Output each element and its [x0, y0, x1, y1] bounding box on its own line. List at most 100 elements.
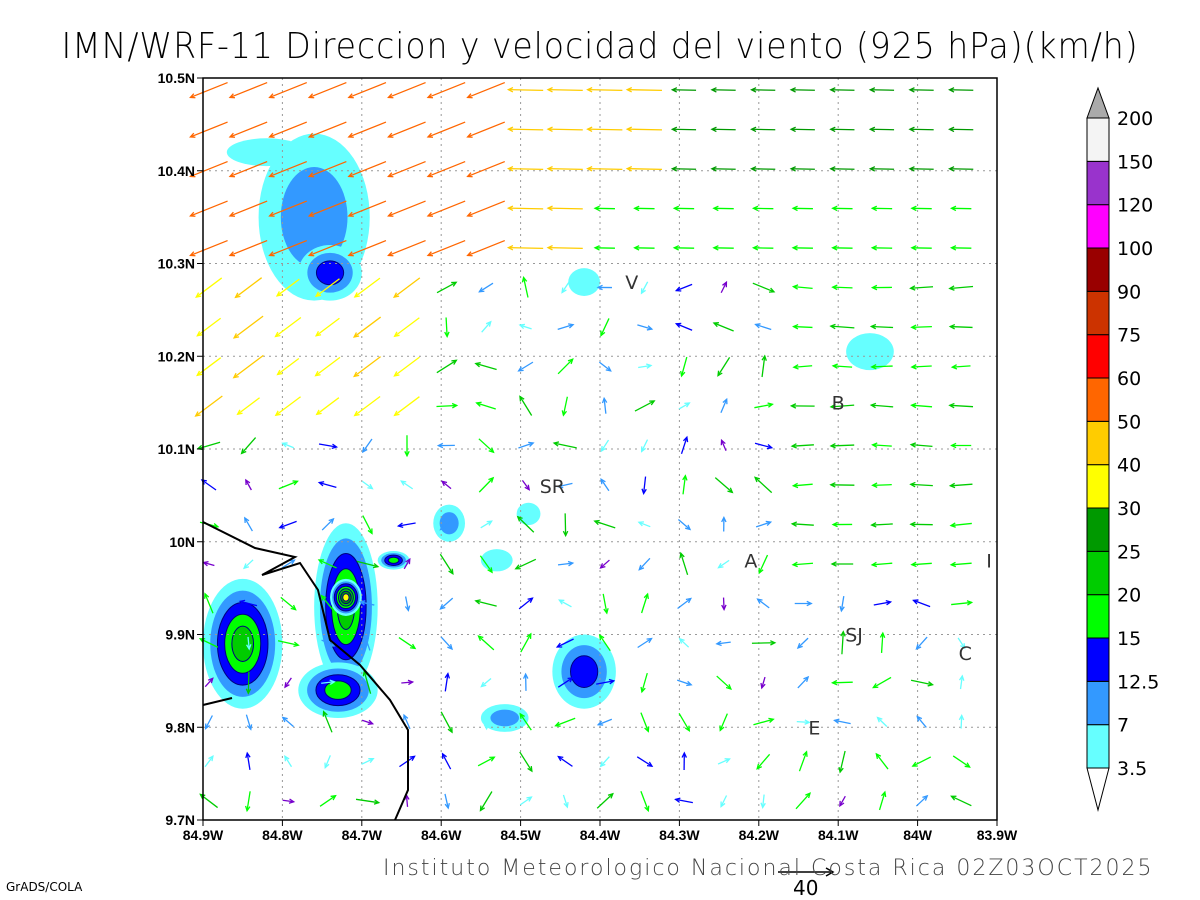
wind-vector-head: [712, 322, 719, 328]
wind-vector-head: [546, 244, 553, 251]
wind-vector: [481, 321, 492, 333]
wind-vector: [910, 483, 933, 487]
wind-vector-head: [625, 86, 633, 93]
wind-vector: [679, 638, 690, 648]
wind-vector: [284, 677, 292, 688]
shaded-area-level-0: [480, 549, 513, 572]
wind-vector: [308, 121, 347, 138]
wind-vector: [915, 636, 928, 650]
wind-vector-head: [641, 446, 647, 453]
wind-vector-head: [750, 166, 757, 172]
footer-credit: Instituto Meteorologico Nacional Costa R…: [383, 856, 1154, 881]
wind-vector: [949, 404, 974, 408]
wind-vector-head: [240, 448, 247, 455]
wind-vector: [520, 633, 532, 653]
wind-vector: [324, 755, 331, 768]
wind-vector-head: [444, 803, 450, 810]
wind-vector-head: [717, 562, 724, 569]
wind-vector-head: [600, 445, 607, 453]
wind-vector: [796, 720, 810, 724]
wind-vector: [720, 440, 727, 451]
wind-vector-head: [466, 132, 473, 138]
wind-vector: [717, 357, 731, 376]
wind-vector: [201, 479, 217, 491]
wind-vector-head: [483, 723, 490, 731]
wind-vector-head: [189, 251, 196, 257]
wind-vector-head: [409, 755, 416, 762]
wind-vector-head: [477, 635, 484, 641]
wind-vector-head: [466, 211, 473, 217]
wind-vector-head: [451, 281, 458, 287]
wind-vector: [394, 396, 420, 416]
wind-vector-head: [410, 643, 417, 650]
wind-vector-head: [710, 166, 717, 172]
wind-vector-head: [330, 794, 337, 801]
wind-vector: [269, 81, 308, 99]
wind-vector: [638, 364, 652, 369]
wind-vector: [877, 717, 888, 727]
wind-vector-head: [244, 805, 251, 813]
wind-vector-head: [790, 443, 797, 449]
wind-vector-head: [526, 796, 533, 802]
wind-vector-head: [562, 530, 569, 538]
wind-vector: [680, 356, 688, 377]
wind-vector-head: [353, 292, 360, 298]
wind-vector: [282, 442, 295, 449]
wind-vector-head: [426, 251, 434, 257]
wind-vector: [388, 121, 426, 138]
wind-vector: [362, 438, 373, 453]
wind-vector-head: [405, 557, 411, 565]
coastline: [202, 521, 409, 821]
wind-vector: [793, 325, 813, 329]
wind-vector-head: [546, 126, 553, 132]
wind-vector-head: [710, 126, 717, 133]
wind-vector: [405, 795, 409, 807]
wind-vector: [479, 555, 493, 573]
colorbar-label: 15: [1117, 628, 1141, 650]
wind-vector: [508, 207, 544, 210]
colorbar-swatch: [1086, 724, 1110, 769]
wind-vector: [518, 597, 533, 610]
wind-vector: [519, 713, 532, 731]
wind-vector: [761, 355, 766, 378]
wind-vector: [557, 562, 573, 566]
wind-vector: [717, 758, 730, 765]
wind-vector-head: [915, 643, 922, 651]
wind-vector: [362, 515, 373, 534]
wind-vector: [444, 673, 449, 692]
wind-vector: [597, 718, 613, 726]
wind-vector: [757, 598, 770, 609]
wind-vector-head: [489, 756, 496, 762]
wind-vector: [315, 317, 340, 337]
wind-vector-head: [796, 642, 803, 649]
wind-vector: [640, 593, 649, 614]
wind-vector-head: [949, 561, 957, 568]
colorbar-over-triangle: [1086, 86, 1110, 119]
station-label: I: [986, 550, 992, 572]
wind-vector: [195, 395, 223, 417]
wind-vector: [467, 239, 506, 257]
wind-vector-head: [436, 442, 444, 449]
wind-vector: [677, 597, 692, 610]
wind-vector: [441, 753, 452, 770]
wind-vector-head: [869, 323, 877, 330]
wind-vector: [548, 247, 583, 249]
wind-vector: [636, 756, 653, 767]
wind-vector-head: [958, 713, 965, 721]
wind-vector-head: [353, 410, 360, 417]
wind-vector-head: [466, 93, 473, 99]
colorbar-label: 40: [1117, 455, 1141, 477]
wind-vector: [243, 559, 254, 569]
wind-vector-head: [447, 643, 454, 651]
wind-vector-head: [518, 323, 526, 330]
wind-vector-head: [284, 755, 290, 762]
wind-vector-head: [204, 592, 210, 599]
wind-vector: [354, 277, 381, 298]
wind-vector: [318, 443, 337, 448]
wind-vector-head: [393, 410, 400, 417]
wind-vector: [393, 277, 421, 298]
wind-vector: [555, 717, 576, 727]
wind-vector: [480, 520, 493, 529]
wind-vector-head: [228, 93, 236, 99]
wind-vector-head: [466, 251, 473, 257]
